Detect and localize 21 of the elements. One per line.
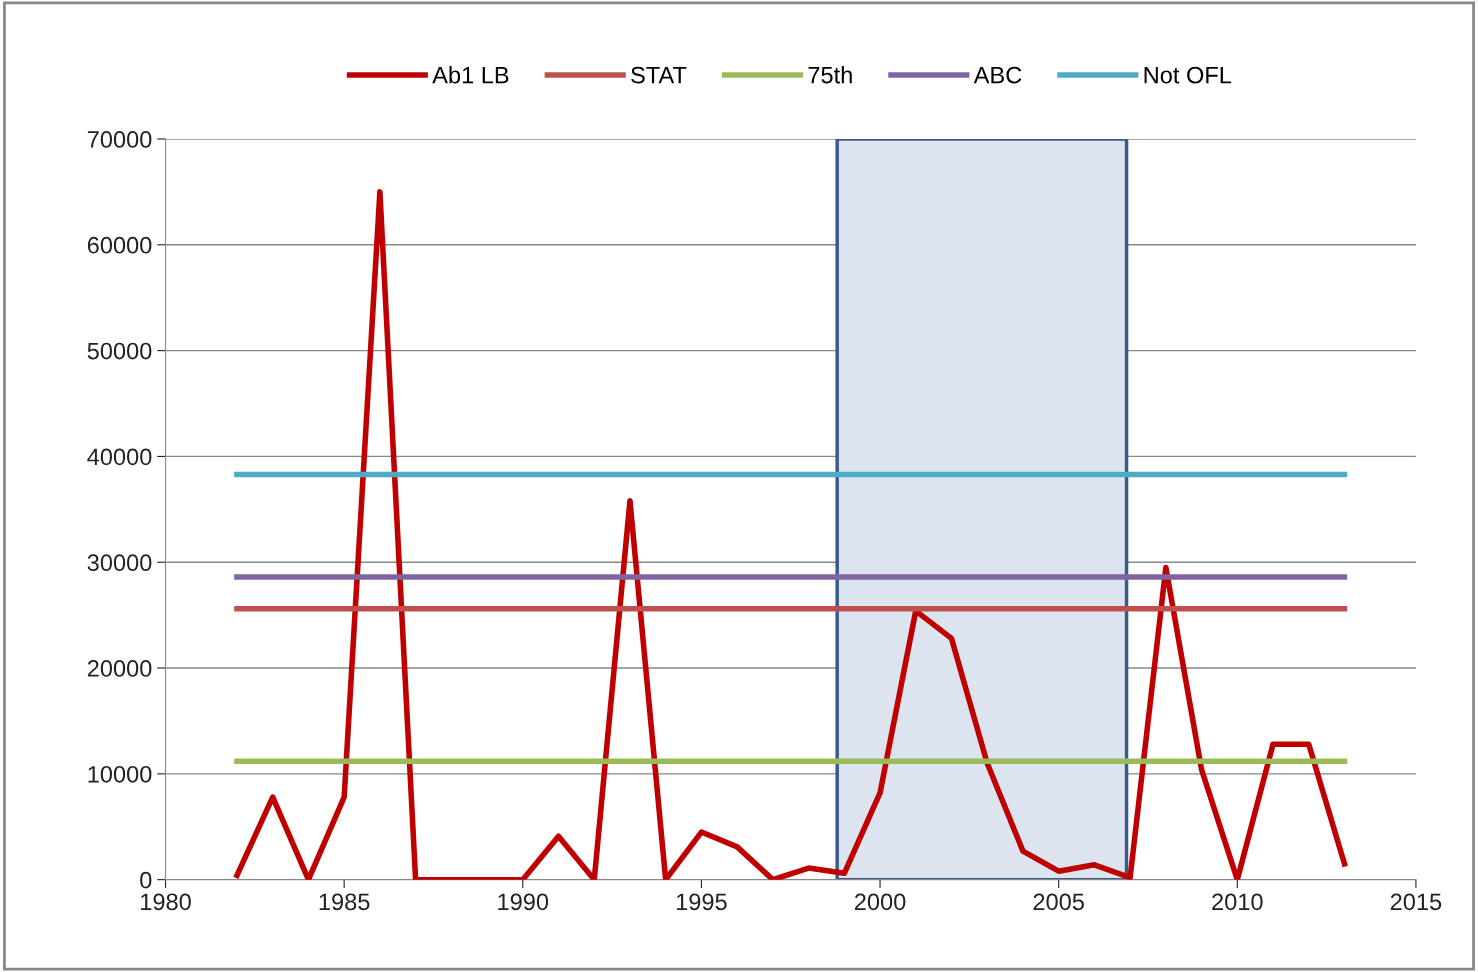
legend-label: ABC (973, 66, 1022, 84)
y-tick-label: 10000 (88, 765, 152, 783)
x-tick-label: 1990 (498, 893, 549, 911)
legend-label: Not OFL (1144, 66, 1232, 84)
y-tick-label: 70000 (87, 131, 152, 148)
y-tick-label: 20000 (87, 660, 152, 677)
y-tick-label: 40000 (87, 448, 152, 466)
x-tick-label: 2015 (1390, 893, 1442, 911)
y-tick-label: 30000 (87, 554, 152, 572)
x-tick-label: 2000 (854, 893, 906, 911)
x-tick-label: 1985 (319, 893, 370, 911)
x-tick-label: 1995 (676, 893, 727, 911)
x-tick-label: 2005 (1033, 893, 1084, 911)
x-tick-label: 2010 (1212, 893, 1263, 911)
legend-label: Ab1 LB (432, 66, 509, 84)
x-tick-label: 1980 (141, 893, 191, 911)
y-tick-label: 50000 (87, 342, 152, 360)
legend-label: STAT (631, 66, 687, 84)
y-tick-label: 60000 (87, 236, 152, 254)
y-tick-label: 0 (140, 871, 152, 889)
legend-label: 75th (808, 66, 852, 84)
